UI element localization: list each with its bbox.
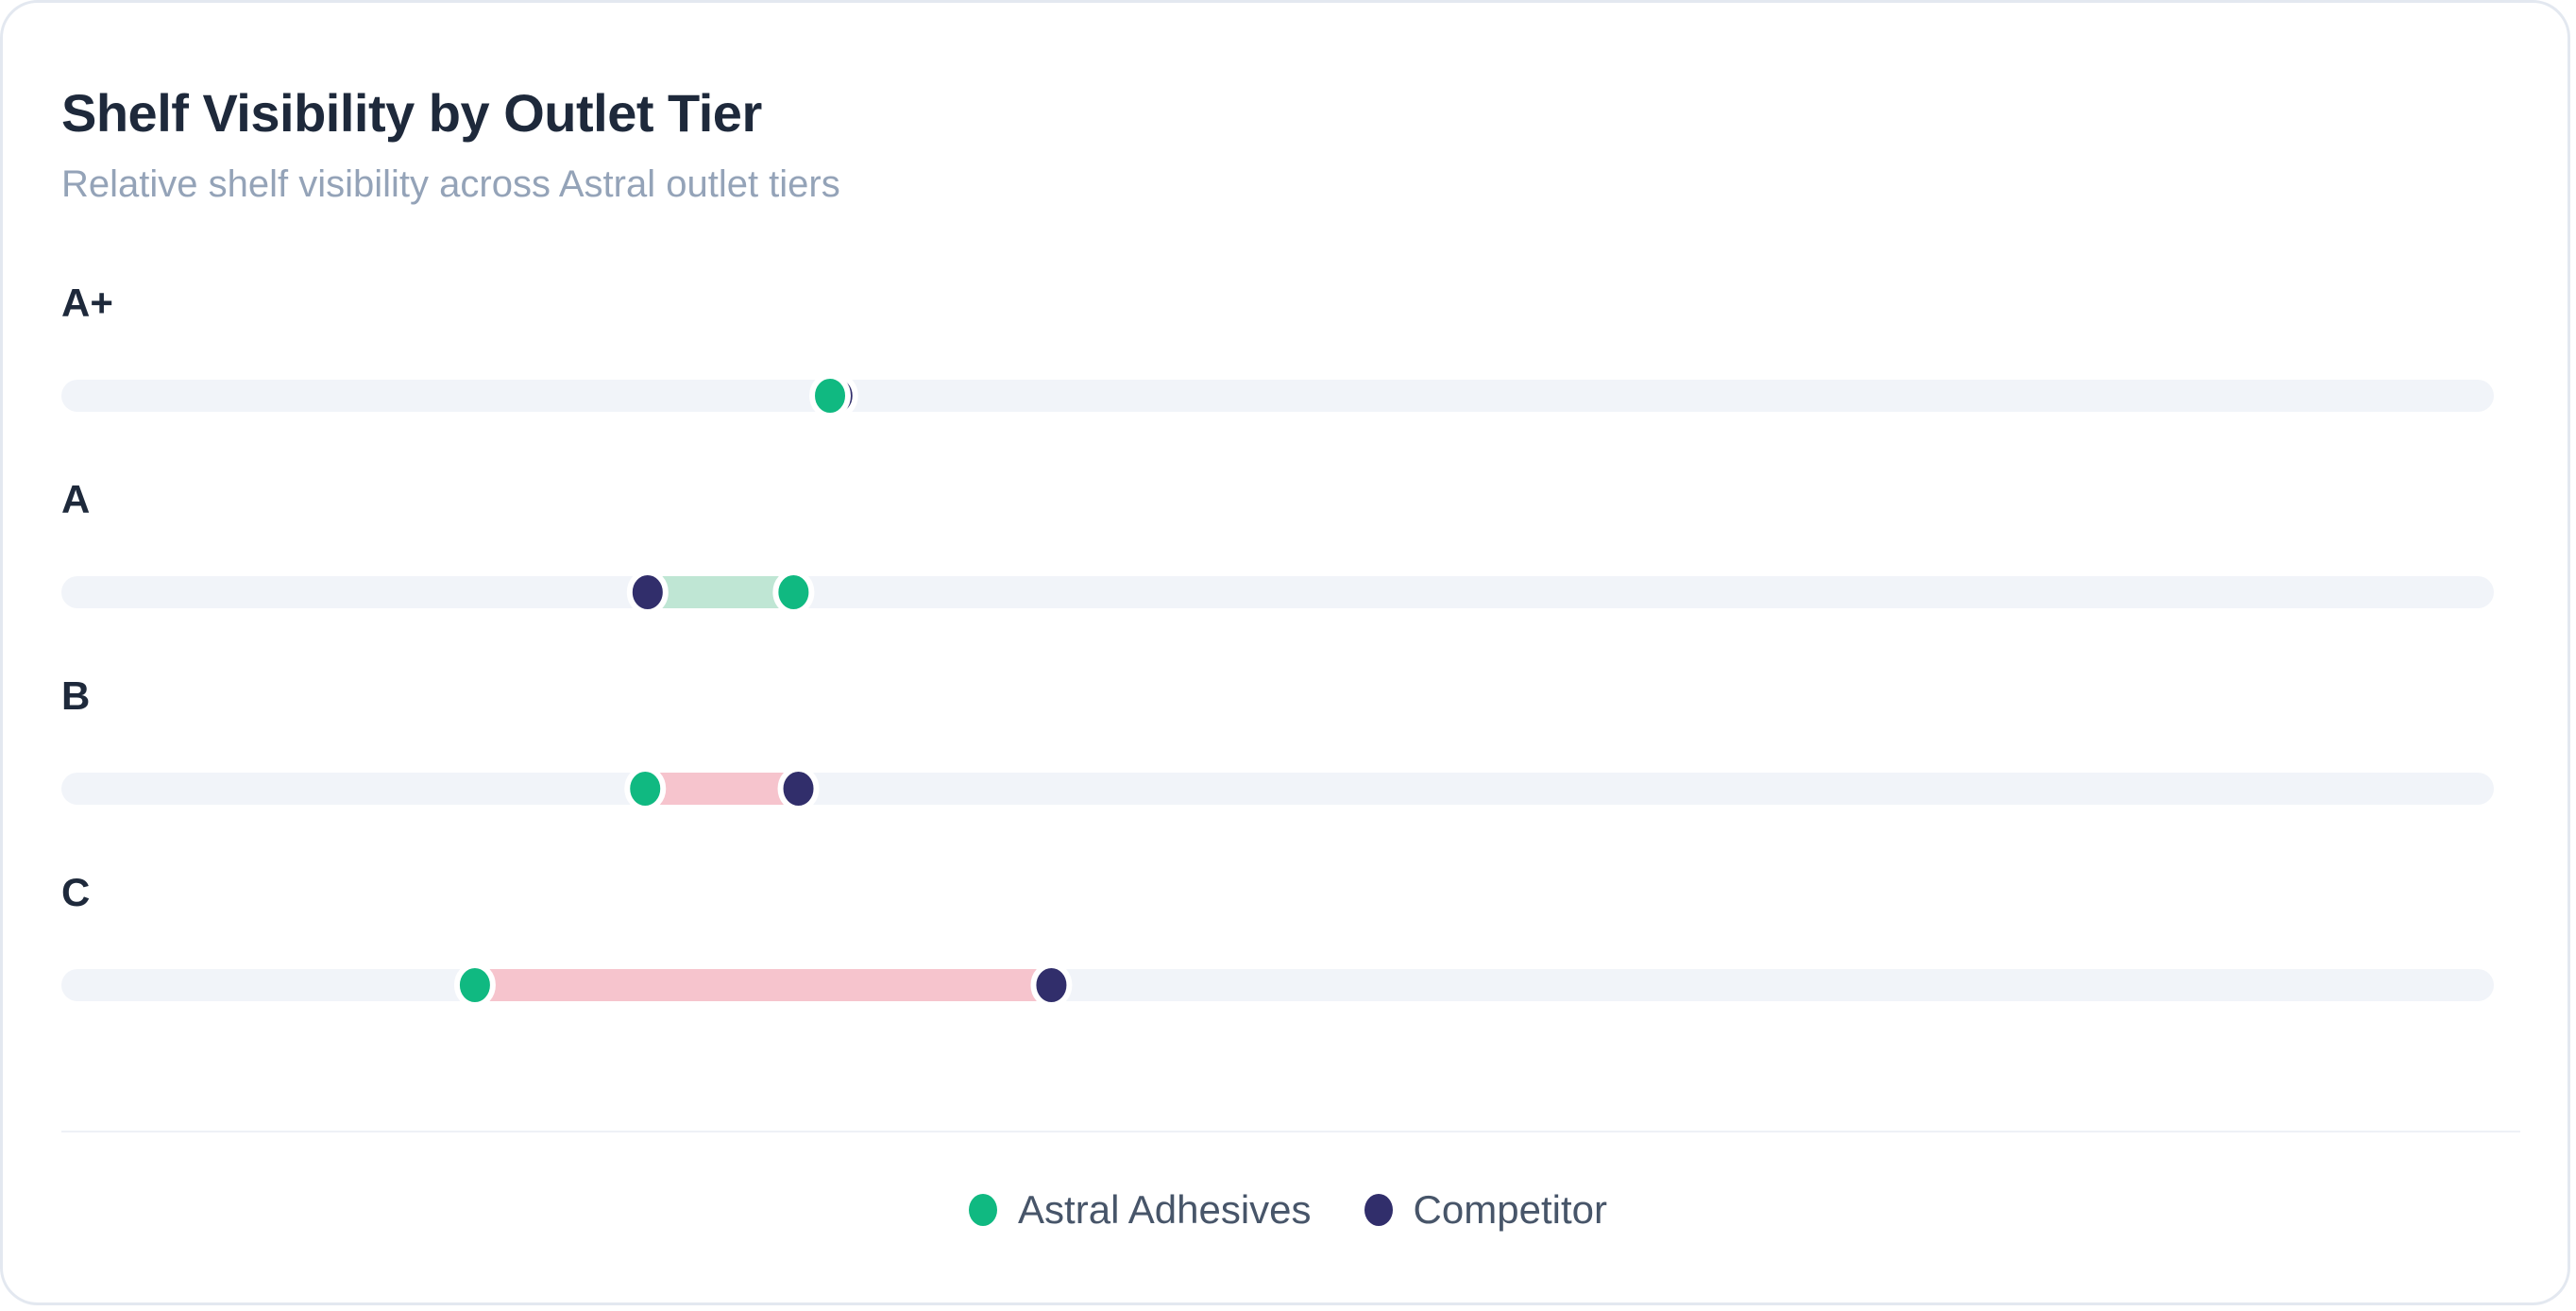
- legend: Astral Adhesives Competitor: [3, 1185, 2573, 1234]
- track-a-plus: [61, 380, 2494, 412]
- tier-label-a-plus: A+: [61, 281, 113, 325]
- gap-bar-c: [474, 969, 1052, 1001]
- competitor-point-c: [1030, 962, 1073, 1008]
- legend-label-competitor: Competitor: [1413, 1187, 1607, 1232]
- gap-bar-b: [645, 773, 799, 805]
- gap-bar-a: [647, 576, 794, 608]
- chart-title: Shelf Visibility by Outlet Tier: [61, 83, 762, 143]
- tier-label-a: A: [61, 477, 90, 521]
- legend-swatch-competitor: [1364, 1194, 1393, 1226]
- legend-label-astral: Astral Adhesives: [1018, 1187, 1312, 1232]
- tier-label-c: C: [61, 870, 90, 914]
- track-b: [61, 773, 2494, 805]
- track-c: [61, 969, 2494, 1001]
- astral-point-b: [624, 766, 667, 811]
- legend-item-competitor[interactable]: Competitor: [1364, 1185, 1607, 1234]
- astral-point-c: [453, 962, 496, 1008]
- astral-point-a: [772, 570, 815, 615]
- tier-label-b: B: [61, 673, 90, 718]
- track-a: [61, 576, 2494, 608]
- legend-swatch-astral: [969, 1194, 998, 1226]
- legend-item-astral[interactable]: Astral Adhesives: [969, 1185, 1312, 1234]
- dumbbell-chart: A+ A B C: [61, 281, 2494, 1008]
- competitor-point-b: [777, 766, 820, 811]
- chart-subtitle: Relative shelf visibility across Astral …: [61, 163, 840, 205]
- legend-divider: [61, 1131, 2520, 1132]
- competitor-point-a: [626, 570, 669, 615]
- astral-point-a-plus: [809, 373, 852, 418]
